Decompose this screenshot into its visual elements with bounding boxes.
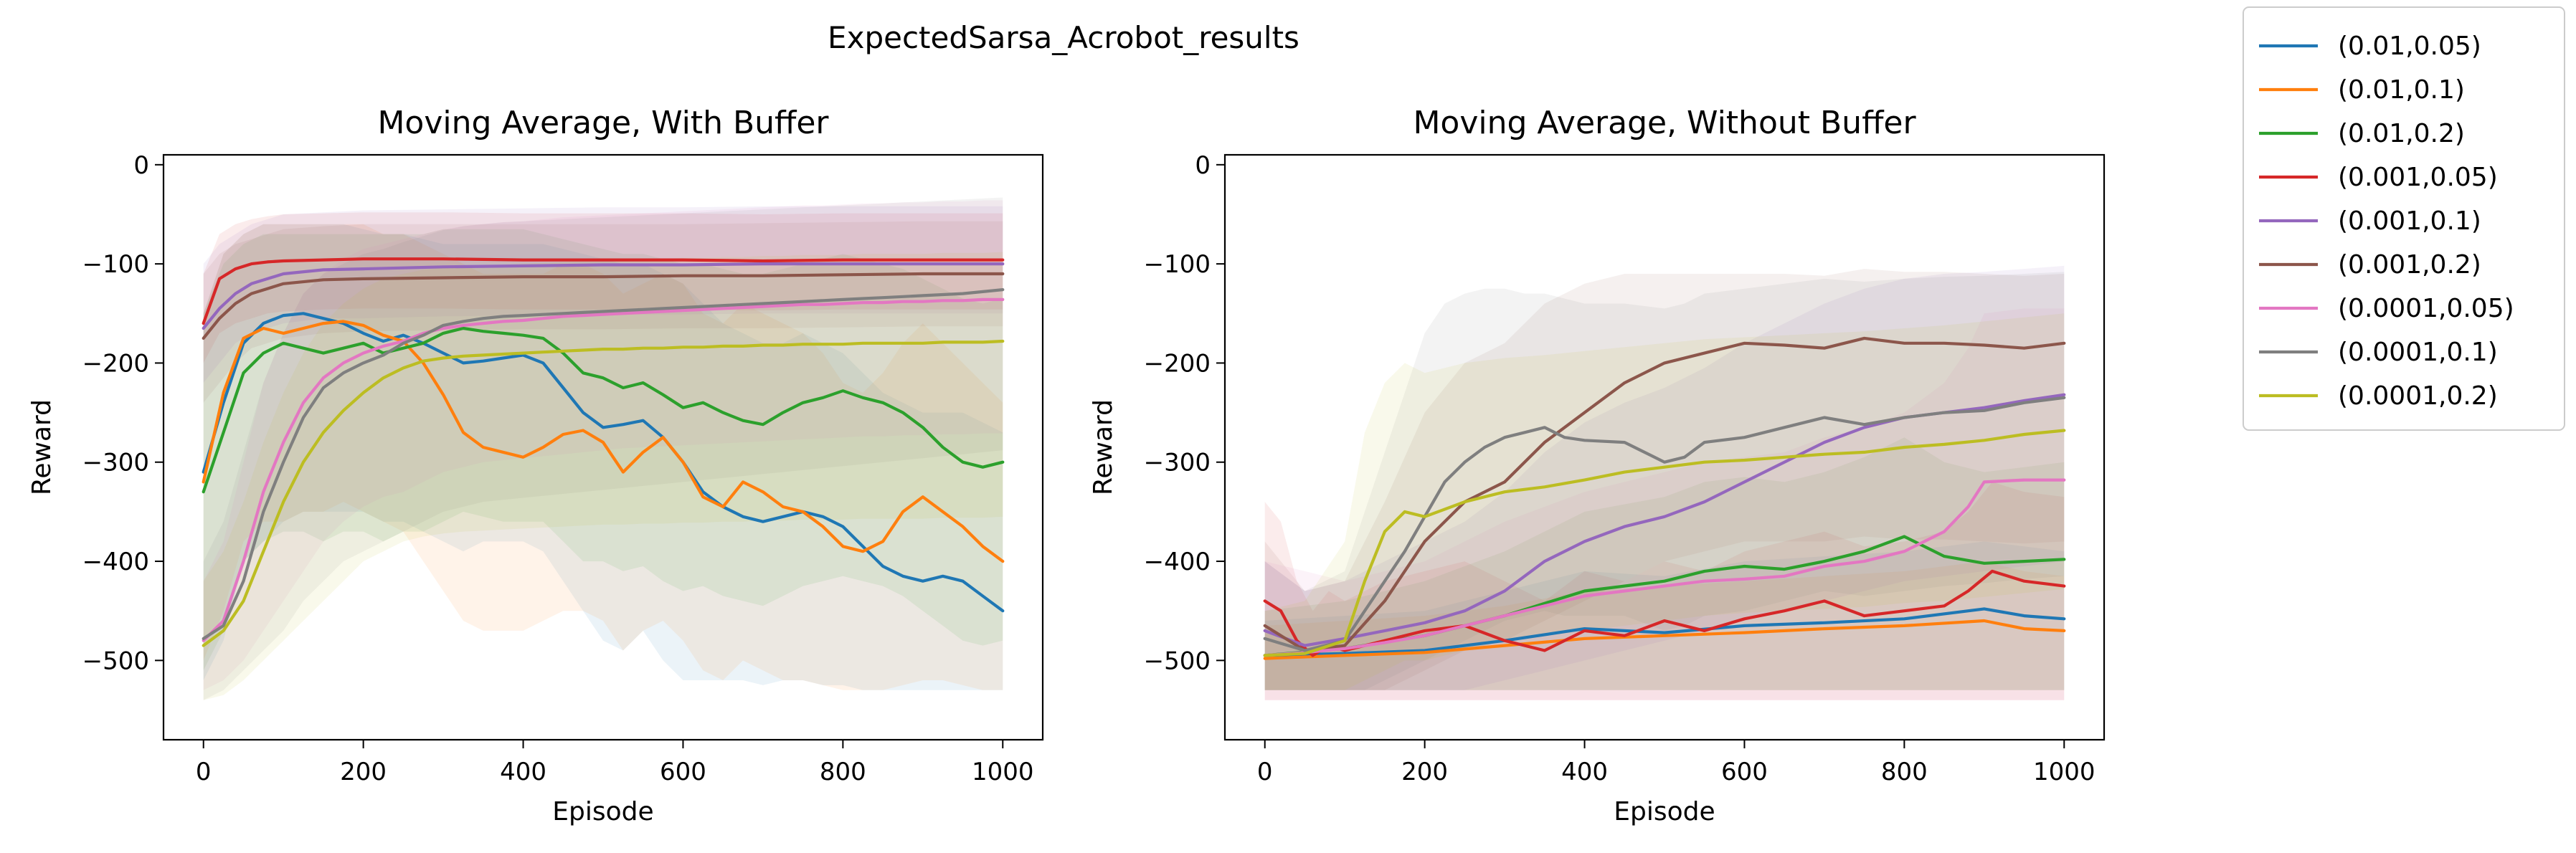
series-line-7 [1263, 396, 2066, 652]
series-line-1 [202, 320, 1005, 563]
band-6 [203, 200, 1003, 690]
y-axis-label: Reward [27, 399, 57, 495]
legend-label: (0.01,0.2) [2338, 119, 2465, 148]
plot-without-buffer: 0 200 400 600 800 1000 0−100−200−300−400−500 … [1089, 105, 2106, 826]
figure-title: ExpectedSarsa_Acrobot_results [828, 20, 1299, 55]
legend-label: (0.001,0.05) [2338, 163, 2498, 192]
y-tick-label: −300 [1144, 449, 1211, 477]
x-tick-label: 600 [660, 758, 706, 786]
x-tick-label: 800 [1881, 758, 1928, 786]
x-tick-label: 0 [1257, 758, 1273, 786]
y-tick-label: −500 [1144, 647, 1211, 675]
x-axis-label: Episode [552, 797, 653, 826]
y-ticks: 0 −100 −200 −300 −400 −500 [1144, 151, 1225, 675]
legend-label: (0.0001,0.1) [2338, 338, 2498, 367]
y-tick-label: −400 [1144, 548, 1211, 576]
y-tick-label: 0 [1195, 151, 1211, 180]
series-line-8 [202, 339, 1005, 647]
x-tick-label: 1000 [972, 758, 1034, 786]
band-7 [203, 197, 1003, 700]
axes-frame [1223, 153, 2106, 741]
series-lines [1263, 336, 2066, 660]
legend-label: (0.01,0.05) [2338, 32, 2481, 61]
series-line-5 [202, 272, 1005, 340]
band-5 [1264, 269, 2065, 690]
y-axis-label: Reward [1089, 399, 1118, 495]
band-4 [1264, 265, 2065, 690]
plot-with-buffer: 0 200 400 600 800 1000 0−100−200−300−400−500 … [27, 105, 1044, 826]
legend-label: (0.0001,0.05) [2338, 294, 2514, 323]
x-tick-label: 200 [340, 758, 387, 786]
y-tick-label: 0 [133, 151, 149, 180]
band-6 [1264, 308, 2065, 700]
y-ticks: 0 −100 −200 −300 −400 −500 [82, 151, 164, 675]
y-tick-label: −100 [82, 250, 149, 279]
band-7 [1264, 272, 2065, 690]
y-tick-label: −400 [82, 548, 149, 576]
band-1 [1264, 561, 2065, 690]
legend-frame [2243, 6, 2565, 431]
series-line-7 [202, 288, 1005, 640]
confidence-bands [203, 197, 1003, 700]
y-tick-label: −300 [82, 449, 149, 477]
x-axis-label: Episode [1614, 797, 1715, 826]
series-line-5 [1263, 336, 2066, 652]
band-2 [203, 229, 1003, 671]
band-3 [203, 212, 1003, 363]
axes-title: Moving Average, Without Buffer [1413, 105, 1916, 141]
y-tick-label: −500 [82, 647, 149, 675]
legend-label: (0.01,0.1) [2338, 75, 2465, 105]
series-line-2 [202, 326, 1005, 494]
series-line-8 [1263, 429, 2066, 657]
axes-frame [162, 153, 1044, 741]
series-line-4 [202, 262, 1005, 330]
series-line-6 [1263, 478, 2066, 657]
x-tick-label: 1000 [2033, 758, 2096, 786]
band-8 [203, 252, 1003, 700]
legend-label: (0.0001,0.2) [2338, 381, 2498, 411]
x-tick-label: 400 [500, 758, 546, 786]
y-tick-label: −100 [1144, 250, 1211, 279]
band-8 [1264, 313, 2065, 690]
axes-title: Moving Average, With Buffer [377, 105, 829, 141]
band-0 [1264, 541, 2065, 690]
x-ticks: 0 200 400 600 800 1000 [196, 740, 1034, 786]
y-tick-label: −200 [1144, 349, 1211, 378]
x-tick-label: 200 [1401, 758, 1448, 786]
series-line-3 [202, 257, 1005, 325]
confidence-bands [1264, 265, 2065, 700]
series-line-1 [1263, 619, 2066, 660]
y-tick-label: −200 [82, 349, 149, 378]
x-tick-label: 400 [1561, 758, 1608, 786]
series-line-6 [202, 297, 1005, 642]
x-tick-label: 0 [196, 758, 212, 786]
band-4 [203, 206, 1003, 383]
series-lines [202, 257, 1005, 647]
legend-label: (0.001,0.2) [2338, 250, 2481, 280]
x-tick-label: 600 [1721, 758, 1768, 786]
legend-label: (0.001,0.1) [2338, 206, 2481, 236]
x-tick-label: 800 [820, 758, 866, 786]
legend: (0.01,0.05) (0.01,0.1) (0.01,0.2) (0.001,0.… [2243, 6, 2565, 431]
x-ticks: 0 200 400 600 800 1000 [1257, 740, 2096, 786]
